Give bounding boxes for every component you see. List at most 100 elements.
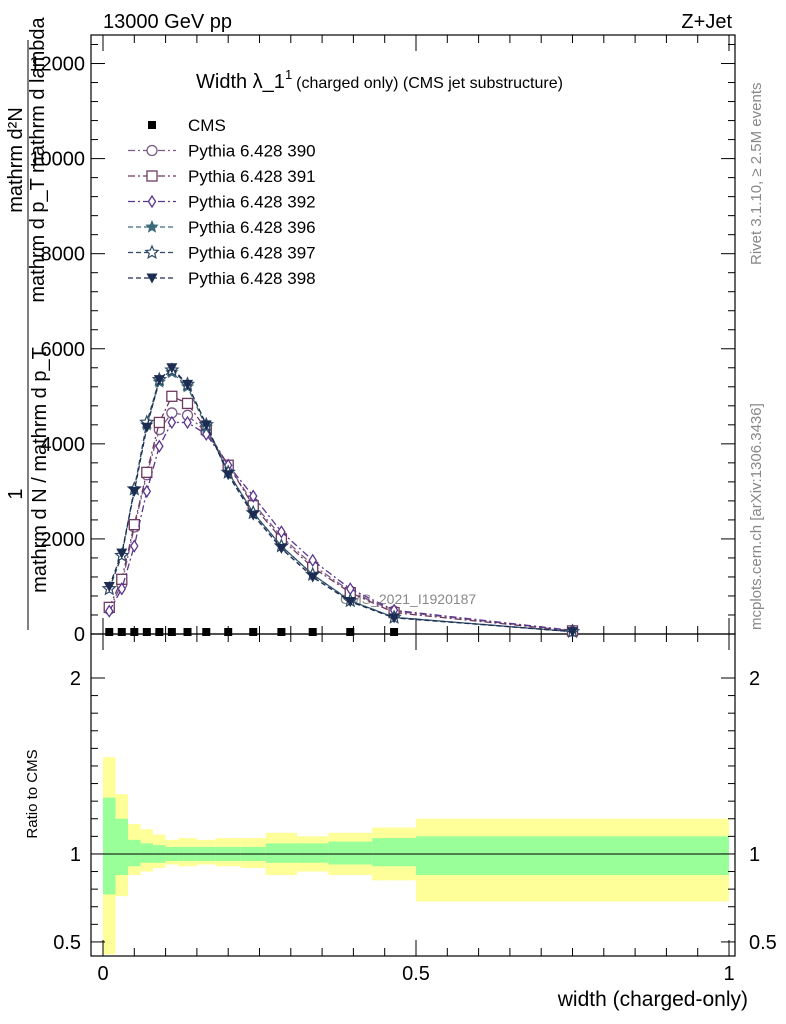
- data-point: [307, 572, 319, 583]
- side-mcplots-label: mcplots.cern.ch [arXiv:1306.3436]: [748, 403, 765, 630]
- y-label-numerator-top: mathrm d²N: [5, 107, 27, 213]
- legend-entry: Pythia 6.428 392: [128, 193, 316, 212]
- y-label-numerator-mid: mathrm d p_T mathrm d lambda: [27, 16, 49, 302]
- ratio-tick-label-right: 1: [749, 844, 760, 866]
- data-point: [153, 375, 165, 386]
- series-layer: [101, 362, 581, 639]
- ratio-tick-label-right: 2: [749, 668, 760, 690]
- data-point: [128, 486, 140, 497]
- legend-label: CMS: [188, 116, 226, 135]
- x-tick-label: 0.5: [402, 963, 430, 985]
- data-point: [128, 519, 140, 531]
- x-tick-label: 0: [97, 963, 108, 985]
- ratio-band-green-10: [265, 843, 298, 863]
- legend-entry: Pythia 6.428 397: [128, 244, 316, 263]
- y-label-one: 1: [5, 488, 27, 499]
- data-point: [344, 597, 356, 608]
- ratio-tick-label-left: 1: [70, 844, 81, 866]
- data-point: [200, 420, 212, 431]
- ratio-panel-frame: [90, 633, 736, 957]
- legend-label: Pythia 6.428 397: [188, 244, 316, 263]
- legend-marker: [148, 121, 156, 129]
- data-point: [167, 628, 176, 636]
- data-point: [222, 470, 234, 481]
- data-point: [247, 510, 259, 521]
- data-point: [202, 628, 211, 636]
- ratio-band-green-1: [115, 818, 129, 876]
- y-tick-label: 10000: [29, 149, 85, 171]
- plot-title-sub: (charged only) (CMS jet substructure): [296, 75, 563, 92]
- y-axis-label-ratio: Ratio to CMS: [24, 749, 41, 838]
- y-tick-label: 12000: [29, 54, 85, 76]
- legend-label: Pythia 6.428 392: [188, 193, 316, 212]
- legend-marker: [144, 244, 160, 260]
- legend-marker: [146, 170, 158, 182]
- y-tick-label: 8000: [41, 244, 86, 266]
- process-label: Z+Jet: [681, 11, 732, 33]
- ratio-tick-label-right: 0.5: [749, 932, 777, 954]
- legend-entry: Pythia 6.428 390: [128, 142, 316, 161]
- data-point: [142, 484, 152, 499]
- data-point: [277, 525, 286, 539]
- legend-marker: [146, 273, 158, 284]
- y-tick-label: 6000: [41, 339, 86, 361]
- y-label-denominator: mathrm d N / mathrm d p_T: [29, 347, 51, 593]
- legend-label: Pythia 6.428 396: [188, 218, 316, 237]
- data-point: [567, 627, 578, 638]
- y-tick-label: 4000: [41, 434, 86, 456]
- data-point: [277, 628, 286, 636]
- legend-label: Pythia 6.428 398: [188, 269, 316, 288]
- ratio-bands: [103, 757, 729, 955]
- ratio-band-green-13: [372, 838, 416, 867]
- data-point: [166, 390, 178, 402]
- data-point: [183, 415, 192, 430]
- ratio-band-green-12: [328, 841, 373, 865]
- data-point: [117, 628, 126, 636]
- data-point: [308, 553, 317, 568]
- data-point: [181, 397, 194, 410]
- y-tick-label: 0: [74, 624, 85, 646]
- data-point: [224, 628, 233, 636]
- y-tick-label: 2000: [41, 529, 86, 551]
- data-point: [153, 416, 165, 429]
- data-point: [141, 422, 153, 433]
- data-point: [275, 543, 287, 554]
- data-point: [249, 628, 258, 636]
- legend-label: Pythia 6.428 390: [188, 142, 316, 161]
- ratio-tick-label-left: 0.5: [53, 932, 81, 954]
- side-rivet-label: Rivet 3.1.10, ≥ 2.5M events: [748, 83, 765, 266]
- ratio-band-green-14: [416, 836, 729, 876]
- data-point: [166, 363, 178, 374]
- x-tick-label: 1: [723, 963, 734, 985]
- legend-entry: Pythia 6.428 398: [128, 269, 316, 288]
- data-point: [104, 604, 114, 618]
- data-point: [346, 628, 355, 636]
- data-point: [142, 628, 151, 636]
- data-point: [308, 628, 317, 636]
- data-point: [105, 628, 114, 636]
- plot-title-main: Width λ_1: [196, 71, 285, 93]
- ratio-band-green-11: [297, 843, 329, 863]
- energy-label: 13000 GeV pp: [103, 11, 232, 33]
- data-point: [130, 628, 139, 636]
- data-point: [388, 613, 400, 624]
- data-point: [141, 466, 153, 479]
- legend-entry: Pythia 6.428 396: [128, 218, 316, 237]
- data-point: [155, 628, 164, 636]
- legend-label: Pythia 6.428 391: [188, 167, 316, 186]
- data-point: [248, 489, 258, 503]
- plot-title-sup: 1: [285, 67, 292, 82]
- legend-entry: CMS: [148, 116, 226, 135]
- data-point: [183, 628, 192, 636]
- data-point: [167, 415, 177, 430]
- data-point: [155, 439, 164, 453]
- x-axis-label: width (charged-only): [557, 988, 748, 1011]
- legend-marker: [146, 144, 158, 157]
- ratio-band-green-2: [128, 839, 141, 867]
- series-line: [108, 412, 573, 632]
- legend-marker: [145, 219, 159, 233]
- legend: CMS Pythia 6.428 390 Pythia 6.428 391 Pythi…: [128, 116, 316, 288]
- ratio-band-green-0: [103, 797, 116, 895]
- ratio-tick-label-left: 2: [70, 668, 81, 690]
